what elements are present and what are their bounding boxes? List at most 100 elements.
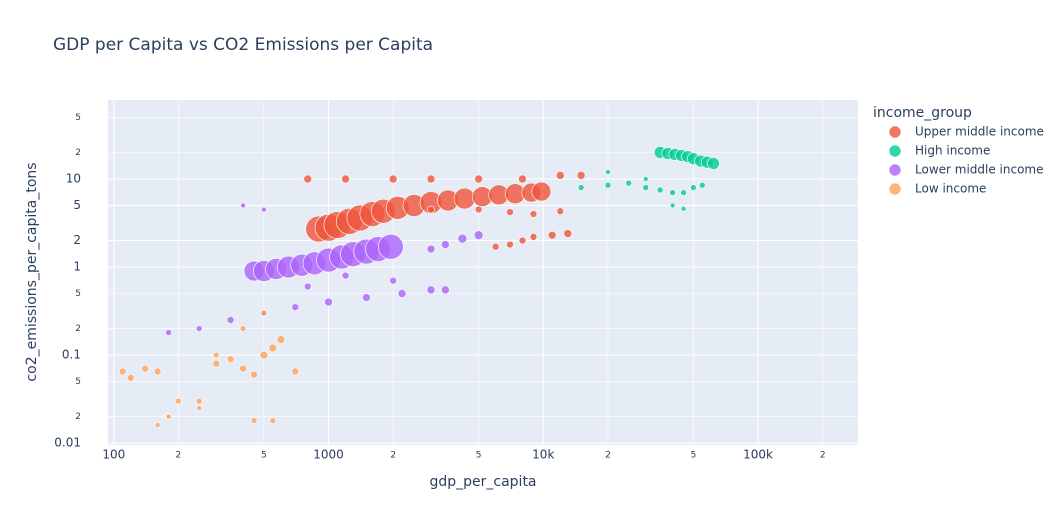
x-tick-label: 2 bbox=[820, 451, 826, 461]
point bbox=[261, 206, 267, 213]
point bbox=[341, 271, 350, 280]
legend-label: Low income bbox=[915, 182, 986, 196]
point bbox=[563, 229, 573, 238]
x-tick-label: 1000 bbox=[313, 448, 344, 462]
point bbox=[656, 186, 664, 194]
legend-label: Lower middle income bbox=[915, 163, 1044, 177]
point bbox=[212, 359, 221, 368]
point bbox=[669, 202, 676, 209]
point bbox=[239, 325, 247, 332]
point bbox=[362, 293, 371, 302]
y-tick-label: 2 bbox=[75, 148, 81, 158]
x-tick-label: 2 bbox=[176, 451, 182, 461]
point bbox=[690, 184, 697, 191]
y-tick-label: 5 bbox=[75, 377, 81, 387]
point bbox=[303, 174, 313, 184]
point bbox=[291, 303, 300, 311]
point bbox=[250, 370, 258, 379]
point bbox=[474, 205, 483, 214]
point bbox=[126, 374, 135, 382]
point bbox=[303, 282, 312, 291]
point bbox=[426, 244, 436, 254]
point bbox=[397, 289, 407, 298]
chart-title: GDP per Capita vs CO2 Emissions per Capi… bbox=[53, 35, 433, 55]
point bbox=[577, 184, 585, 191]
point bbox=[324, 297, 333, 307]
x-tick-label: 5 bbox=[261, 451, 267, 461]
point bbox=[212, 351, 220, 359]
legend-label: Upper middle income bbox=[915, 125, 1044, 139]
point bbox=[175, 397, 182, 405]
x-tick-label: 2 bbox=[605, 451, 611, 461]
x-tick-label: 10k bbox=[532, 448, 554, 462]
point bbox=[291, 367, 300, 376]
legend-marker bbox=[888, 125, 902, 139]
legend-marker bbox=[888, 163, 902, 177]
point bbox=[153, 367, 162, 376]
point bbox=[555, 171, 565, 180]
point bbox=[240, 202, 246, 209]
y-tick-label: 5 bbox=[75, 289, 81, 299]
point bbox=[642, 184, 650, 191]
point bbox=[556, 207, 565, 216]
point bbox=[269, 417, 277, 424]
y-tick-label: 5 bbox=[73, 198, 81, 212]
point bbox=[389, 276, 397, 285]
point bbox=[260, 309, 268, 317]
point bbox=[196, 405, 203, 411]
point bbox=[226, 355, 235, 363]
point bbox=[605, 169, 611, 175]
plot-area bbox=[108, 100, 858, 445]
legend-marker bbox=[888, 144, 902, 158]
point bbox=[625, 179, 633, 187]
point bbox=[529, 233, 538, 241]
point bbox=[604, 181, 612, 189]
point bbox=[250, 417, 258, 424]
point bbox=[441, 240, 450, 249]
y-tick-label: 2 bbox=[73, 233, 81, 247]
point bbox=[341, 174, 350, 184]
point bbox=[506, 208, 514, 216]
x-tick-label: 100 bbox=[102, 448, 125, 462]
point bbox=[427, 205, 435, 214]
point bbox=[547, 230, 557, 240]
point bbox=[529, 210, 538, 218]
y-tick-label: 0.1 bbox=[62, 348, 81, 362]
y-tick-label: 2 bbox=[75, 412, 81, 422]
point bbox=[426, 285, 436, 295]
x-axis-title: gdp_per_capita bbox=[429, 474, 536, 490]
point bbox=[239, 364, 247, 373]
point bbox=[680, 205, 687, 212]
point bbox=[441, 285, 450, 295]
x-tick-label: 5 bbox=[691, 451, 697, 461]
point bbox=[141, 364, 149, 373]
point bbox=[226, 316, 235, 324]
point bbox=[576, 171, 586, 180]
y-tick-label: 0.01 bbox=[54, 436, 81, 450]
x-tick-label: 2 bbox=[390, 451, 396, 461]
point bbox=[378, 233, 404, 260]
point bbox=[642, 176, 649, 182]
point bbox=[698, 181, 706, 189]
point bbox=[474, 174, 483, 184]
y-tick-label: 1 bbox=[73, 260, 81, 274]
point bbox=[457, 233, 468, 244]
legend-title: income_group bbox=[873, 105, 972, 121]
point bbox=[165, 329, 172, 336]
point bbox=[680, 189, 687, 196]
point bbox=[453, 187, 476, 210]
y-tick-label: 2 bbox=[75, 324, 81, 334]
point bbox=[707, 157, 720, 170]
point bbox=[426, 174, 436, 184]
x-tick-label: 100k bbox=[743, 448, 773, 462]
point bbox=[473, 230, 484, 240]
legend-label: High income bbox=[915, 144, 990, 158]
point bbox=[506, 240, 514, 249]
point bbox=[195, 325, 203, 332]
point bbox=[669, 189, 676, 196]
legend-marker bbox=[888, 182, 902, 196]
point bbox=[165, 413, 172, 420]
point bbox=[388, 174, 398, 184]
